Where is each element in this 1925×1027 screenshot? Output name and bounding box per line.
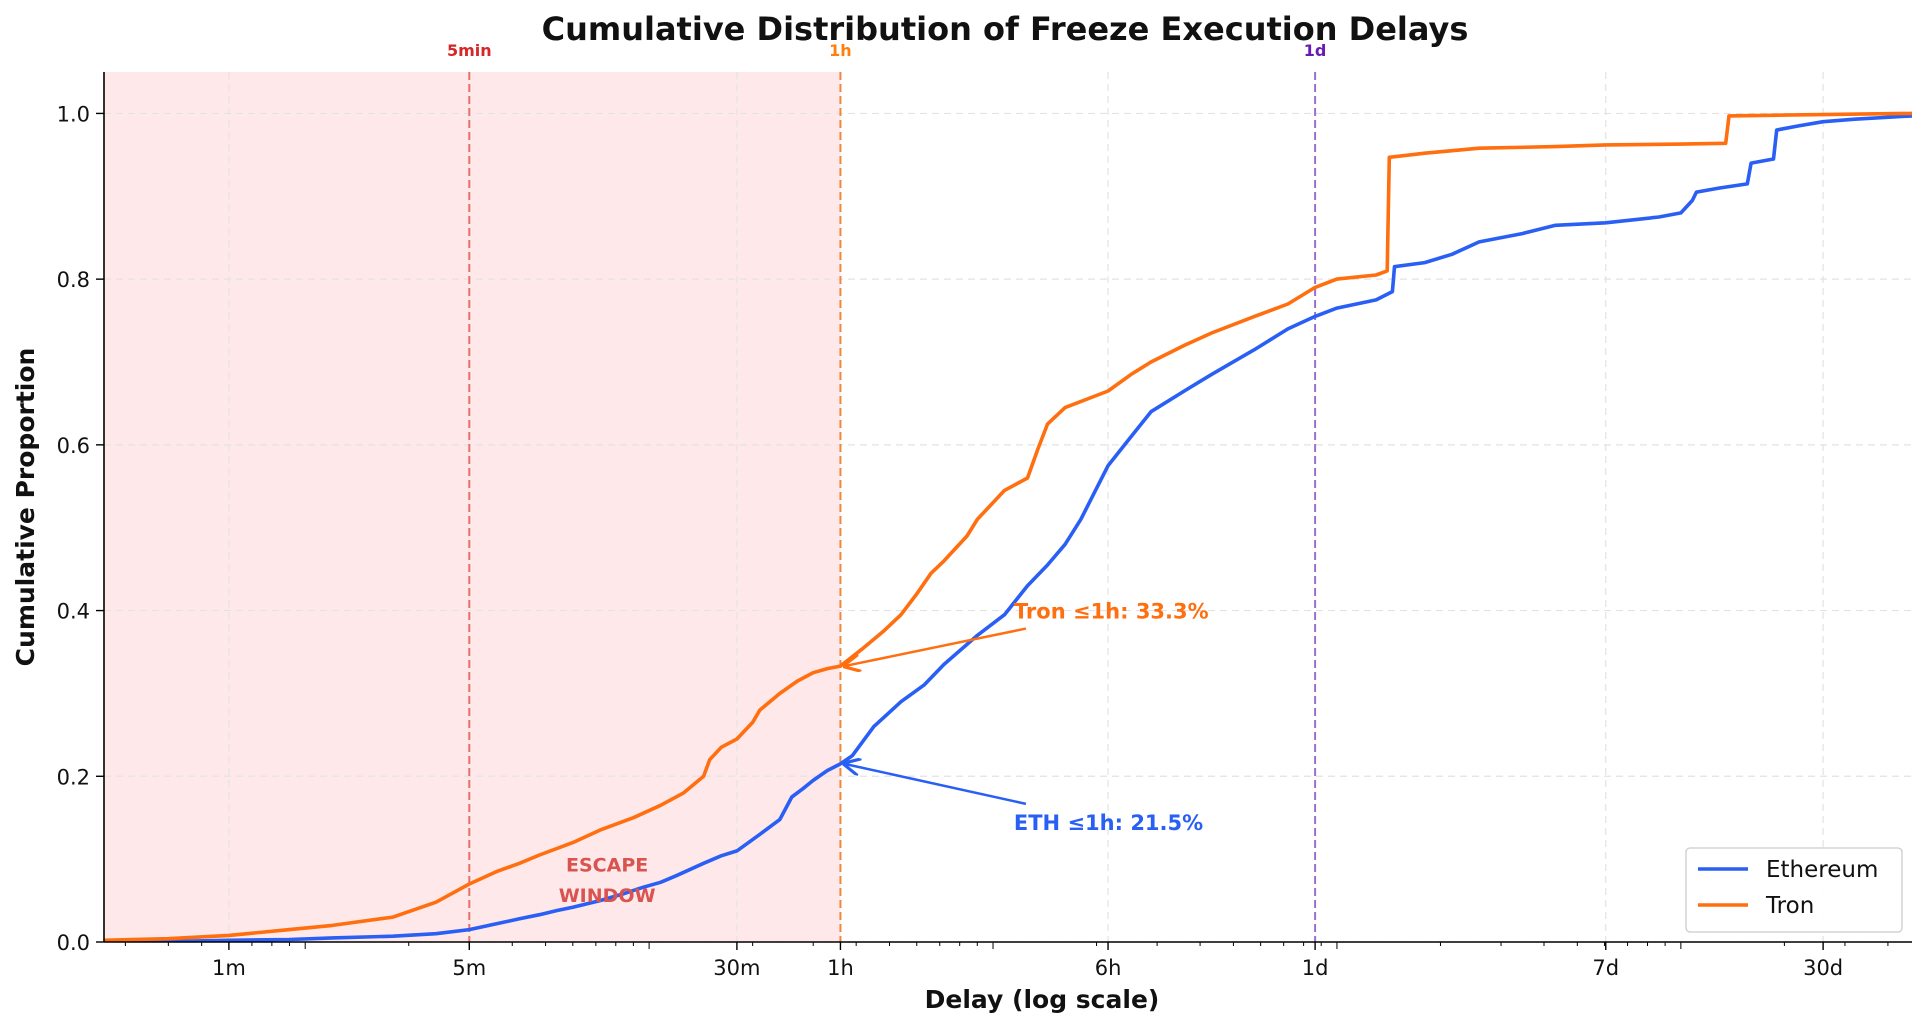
escape-window-label: ESCAPE WINDOW bbox=[559, 855, 656, 908]
x-tick-label-6h: 6h bbox=[1095, 956, 1122, 980]
series-line-ethereum bbox=[104, 114, 1912, 942]
reference-label-1d: 1d bbox=[1304, 41, 1327, 60]
legend-label-ethereum: Ethereum bbox=[1766, 857, 1878, 883]
y-axis-label: Cumulative Proportion bbox=[11, 348, 40, 667]
escape-window-label-line1: ESCAPE bbox=[566, 855, 648, 877]
series-line-tron bbox=[104, 111, 1912, 942]
reference-lines: 5min 1h 1d bbox=[447, 41, 1326, 942]
y-tick-label: 0.4 bbox=[57, 600, 90, 624]
y-tick-label: 0.8 bbox=[57, 268, 90, 292]
x-tick-label-30m: 30m bbox=[713, 956, 760, 980]
annotation-arrow-eth bbox=[844, 764, 1027, 806]
reference-label-5min: 5min bbox=[447, 41, 492, 60]
escape-window-label-line2: WINDOW bbox=[559, 885, 656, 907]
reference-label-1h: 1h bbox=[829, 41, 852, 60]
x-tick-label-1m: 1m bbox=[212, 956, 246, 980]
x-tick-label-30d: 30d bbox=[1803, 956, 1843, 980]
escape-window-region bbox=[104, 72, 841, 942]
x-axis-label: Delay (log scale) bbox=[925, 985, 1160, 1014]
axes bbox=[103, 72, 1912, 943]
minor-ticks bbox=[124, 942, 1889, 949]
y-tick-label: 0.2 bbox=[57, 765, 90, 789]
x-tick-label-7d: 7d bbox=[1592, 956, 1619, 980]
annotation-arrow-tron bbox=[844, 627, 1027, 667]
chart-title: Cumulative Distribution of Freeze Execut… bbox=[542, 10, 1469, 48]
x-tick-label-5m: 5m bbox=[452, 956, 486, 980]
annotation-eth: ETH ≤1h: 21.5% bbox=[1014, 811, 1203, 835]
x-tick-labels: 1m 5m 30m 1h 6h 1d 7d 30d bbox=[212, 942, 1843, 980]
y-tick-labels: 0.0 0.2 0.4 0.6 0.8 1.0 bbox=[57, 102, 104, 955]
legend-label-tron: Tron bbox=[1765, 893, 1814, 919]
annotation-tron: Tron ≤1h: 33.3% bbox=[1014, 600, 1209, 624]
y-tick-label: 1.0 bbox=[57, 102, 90, 126]
x-tick-label-1d: 1d bbox=[1302, 956, 1329, 980]
y-tick-label: 0.6 bbox=[57, 434, 90, 458]
x-tick-label-1h: 1h bbox=[827, 956, 854, 980]
y-tick-label: 0.0 bbox=[57, 931, 90, 955]
legend: Ethereum Tron bbox=[1685, 847, 1903, 933]
